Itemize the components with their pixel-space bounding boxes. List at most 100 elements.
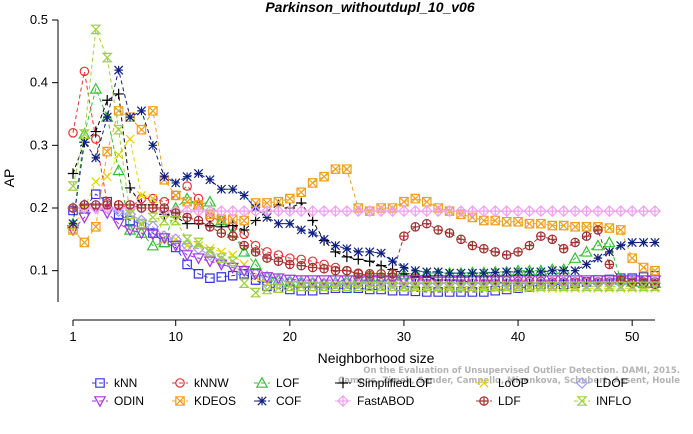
data-point-ldf-part bbox=[570, 238, 580, 247]
data-point-cof bbox=[353, 247, 363, 257]
data-point-fastabod bbox=[363, 205, 376, 218]
data-point-fastabod bbox=[603, 205, 616, 218]
data-point-lof bbox=[603, 236, 616, 248]
data-point-fastabod-part bbox=[226, 205, 239, 218]
data-point-odin bbox=[146, 229, 160, 241]
data-point-inflo-part bbox=[318, 281, 330, 292]
data-point-kdeos bbox=[479, 215, 489, 226]
data-point-ldf bbox=[410, 222, 421, 232]
data-point-kdeos bbox=[467, 212, 478, 223]
y-tick-label: 0.3 bbox=[30, 137, 48, 152]
data-point-cof-part bbox=[136, 106, 147, 116]
legend-item-odin: ODIN bbox=[92, 394, 144, 408]
data-point-odin-part bbox=[260, 272, 274, 284]
data-point-odin bbox=[158, 233, 171, 245]
data-point-knnw bbox=[79, 66, 90, 77]
data-point-odin-part bbox=[329, 275, 342, 287]
data-point-ldf-part bbox=[456, 235, 466, 244]
data-point-inflo-part bbox=[592, 281, 604, 292]
data-point-ldf-part bbox=[308, 263, 317, 272]
series-line-cof bbox=[72, 70, 655, 274]
data-point-ldof-part bbox=[352, 277, 365, 290]
data-point-lof bbox=[112, 163, 125, 176]
legend-label-knn: kNN bbox=[114, 376, 137, 390]
legend-marker-knnw bbox=[175, 378, 185, 388]
data-point-kdeos-part bbox=[102, 146, 113, 157]
data-point-ldof-part bbox=[340, 277, 353, 290]
data-point-inflo-part bbox=[341, 281, 353, 292]
data-point-cof-part bbox=[422, 267, 432, 277]
data-point-kdeos-part bbox=[330, 164, 341, 174]
data-point-ldof-part bbox=[454, 277, 468, 290]
data-point-ldf bbox=[433, 225, 443, 235]
data-point-fastabod-part bbox=[352, 205, 365, 218]
series-layer bbox=[66, 24, 662, 298]
data-point-inflo bbox=[409, 281, 422, 292]
data-point-fastabod-part bbox=[375, 205, 388, 218]
data-point-fastabod bbox=[249, 205, 262, 218]
data-point-odin-part bbox=[203, 256, 217, 268]
data-point-inflo bbox=[546, 281, 558, 292]
data-point-odin bbox=[340, 275, 354, 287]
data-point-fastabod-part bbox=[238, 205, 251, 218]
data-point-fastabod bbox=[500, 205, 513, 218]
data-point-cof-part bbox=[513, 267, 523, 277]
data-point-lof-part bbox=[146, 239, 160, 251]
data-point-knn bbox=[193, 269, 204, 279]
data-point-inflo-part bbox=[352, 281, 364, 292]
data-point-ldf bbox=[399, 231, 409, 241]
data-point-loop bbox=[148, 193, 158, 204]
data-point-inflo-part bbox=[181, 234, 193, 245]
data-point-odin-part bbox=[272, 273, 285, 285]
data-point-kdeos bbox=[410, 193, 421, 204]
legend-marker-fastabod bbox=[336, 394, 350, 408]
data-point-knn bbox=[353, 283, 364, 294]
data-point-loop bbox=[239, 259, 249, 270]
data-point-inflo-part bbox=[147, 212, 159, 223]
data-point-inflo bbox=[626, 281, 638, 292]
data-point-ldf bbox=[79, 200, 90, 210]
data-point-cof-part bbox=[456, 268, 466, 278]
data-point-odin-part bbox=[180, 250, 194, 262]
data-point-fastabod bbox=[534, 205, 547, 218]
x-tick-label: 40 bbox=[511, 329, 525, 344]
data-point-fastabod bbox=[295, 205, 308, 218]
data-point-cof bbox=[559, 266, 569, 276]
data-point-odin-part bbox=[409, 275, 422, 287]
data-point-ldof bbox=[477, 277, 490, 290]
data-point-cof-part bbox=[650, 237, 660, 248]
series-ldf bbox=[68, 200, 660, 290]
data-point-lof bbox=[580, 245, 593, 257]
data-point-ldf bbox=[319, 263, 329, 274]
data-point-inflo-part bbox=[603, 281, 616, 292]
data-point-ldf bbox=[262, 253, 272, 263]
data-point-ldf bbox=[296, 260, 307, 271]
data-point-inflo-part bbox=[489, 281, 501, 292]
data-point-cof-part bbox=[114, 65, 124, 75]
data-point-simplifiedlof bbox=[364, 256, 375, 267]
data-point-fastabod-part bbox=[454, 205, 468, 218]
data-point-ldf-part bbox=[376, 269, 386, 278]
data-point-ldof-part bbox=[489, 277, 502, 290]
data-point-inflo-part bbox=[546, 281, 558, 292]
data-point-ldf-part bbox=[605, 260, 614, 269]
data-point-lof bbox=[203, 195, 217, 207]
legend-marker-ldof bbox=[575, 376, 589, 390]
data-point-odin bbox=[409, 275, 422, 287]
data-point-knn bbox=[113, 209, 124, 220]
data-point-inflo bbox=[569, 281, 581, 292]
data-point-loop bbox=[136, 190, 147, 201]
data-point-ldf-part bbox=[274, 257, 283, 266]
data-point-inflo bbox=[375, 281, 387, 292]
data-point-cof bbox=[330, 240, 341, 251]
data-point-cof bbox=[171, 178, 181, 188]
data-point-ldof bbox=[409, 277, 422, 290]
legend-marker-cof-part bbox=[257, 396, 267, 406]
data-point-fastabod-part bbox=[648, 205, 662, 218]
x-tick-label: 10 bbox=[168, 329, 182, 344]
data-point-ldf bbox=[136, 203, 147, 213]
data-point-cof bbox=[342, 244, 352, 254]
data-point-inflo-part bbox=[284, 281, 296, 292]
data-point-cof bbox=[536, 267, 546, 277]
data-point-ldof bbox=[124, 208, 137, 221]
